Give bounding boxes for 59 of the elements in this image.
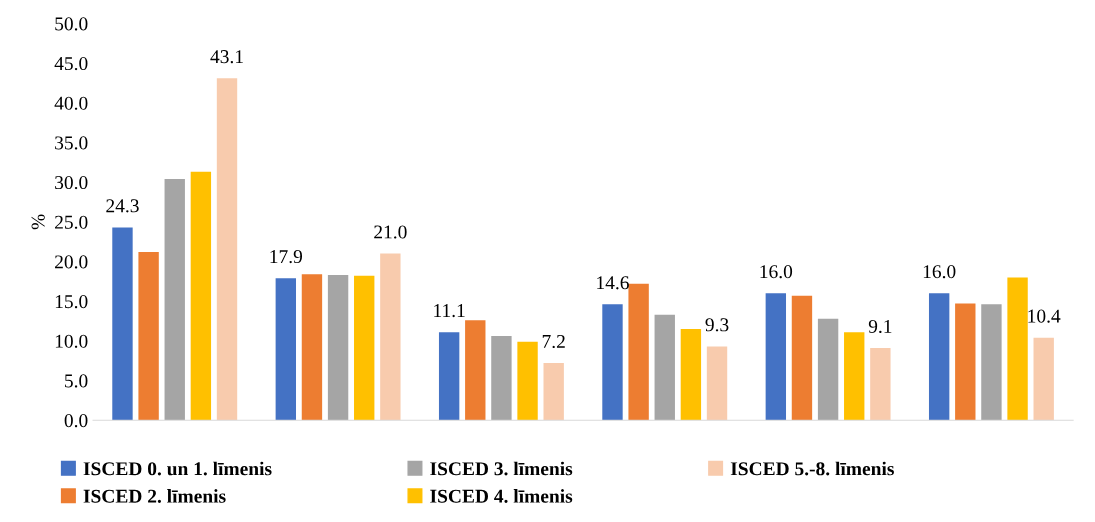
legend-label: ISCED 5.-8. līmenis [730, 461, 894, 476]
data-label: 9.3 [705, 318, 729, 332]
data-label: 43.1 [210, 50, 243, 64]
bar [438, 332, 460, 421]
bar [844, 332, 865, 421]
y-tick-label: 15.0 [55, 295, 88, 309]
bar [517, 341, 538, 421]
data-label: 9.1 [868, 319, 892, 334]
bar [628, 283, 649, 421]
bar [602, 304, 623, 421]
bar [138, 252, 159, 421]
bar [354, 275, 375, 421]
data-label: 11.1 [434, 304, 465, 318]
y-tick-label: 30.0 [55, 175, 88, 190]
y-tick-label: 10.0 [55, 334, 88, 348]
legend-label: ISCED 4. līmenis [430, 489, 573, 503]
data-label: 21.0 [374, 225, 407, 239]
bar [327, 275, 349, 421]
legend-label: ISCED 2. līmenis [83, 489, 226, 503]
bar [275, 278, 297, 421]
bar [870, 348, 891, 421]
legend-label: ISCED 0. un 1. līmenis [83, 461, 272, 476]
y-tick-label: 25.0 [55, 215, 88, 229]
y-tick-label: 40.0 [54, 96, 88, 110]
bar [465, 320, 486, 421]
y-tick-label: 0.0 [64, 414, 88, 428]
bar [491, 336, 512, 421]
bar [1033, 337, 1054, 421]
bar [380, 253, 401, 421]
bar [791, 295, 813, 421]
bar [654, 314, 675, 421]
bar [190, 171, 212, 421]
bar [981, 304, 1002, 421]
bar [928, 293, 950, 421]
data-label: 17.9 [270, 250, 303, 264]
bar [543, 363, 564, 421]
y-tick-label: 45.0 [54, 56, 88, 71]
data-label: 16.0 [760, 265, 793, 279]
bar [1007, 277, 1028, 421]
bar [680, 328, 702, 421]
bar [817, 318, 839, 421]
data-label: 24.3 [106, 199, 139, 213]
bar [301, 274, 323, 421]
legend-label: ISCED 3. līmenis [430, 461, 573, 476]
bar [164, 179, 185, 421]
data-label: 7.2 [542, 334, 565, 349]
y-tick-label: 20.0 [55, 255, 88, 269]
bar [765, 293, 787, 421]
y-tick-label: 5.0 [65, 374, 88, 388]
y-axis-title: % [31, 214, 45, 230]
data-label: 16.0 [923, 265, 956, 279]
y-tick-label: 50.0 [55, 17, 88, 31]
bar [706, 346, 728, 421]
bar [112, 227, 133, 421]
bar [216, 78, 238, 421]
y-tick-label: 35.0 [55, 136, 88, 150]
data-label: 14.6 [597, 276, 629, 290]
data-label: 10.4 [1028, 309, 1061, 323]
bar [955, 303, 976, 421]
